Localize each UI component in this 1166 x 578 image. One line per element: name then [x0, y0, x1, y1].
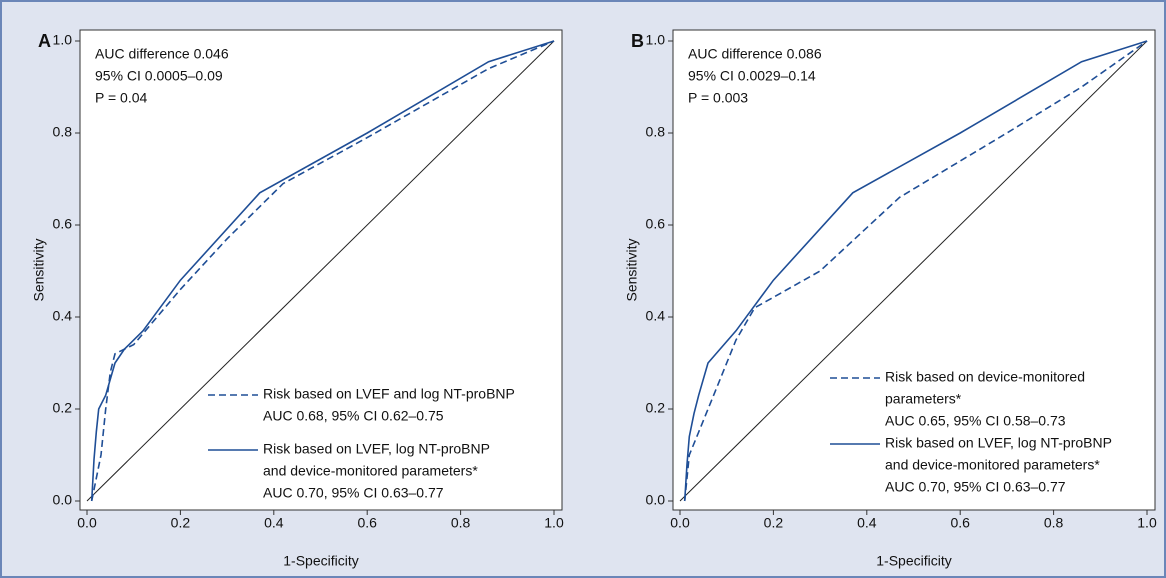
roc-curve — [90, 40, 555, 502]
x-tick-label: 0.0 — [77, 515, 97, 531]
panel-label: B — [631, 31, 644, 51]
y-tick-label: 0.2 — [53, 400, 73, 416]
legend-label: Risk based on LVEF and log NT-proBNP — [263, 386, 515, 402]
reference-line — [679, 40, 1148, 502]
y-tick-label: 1.0 — [646, 32, 666, 48]
legend-auc: AUC 0.68, 95% CI 0.62–0.75 — [263, 408, 444, 424]
x-tick-label: 0.2 — [764, 515, 784, 531]
legend-label: and device-monitored parameters* — [263, 463, 478, 479]
y-tick-label: 0.8 — [646, 124, 666, 140]
y-tick-label: 0.8 — [53, 124, 73, 140]
legend-label: parameters* — [885, 391, 962, 407]
x-tick-label: 0.8 — [451, 515, 471, 531]
reference-line — [86, 40, 555, 502]
annotation: AUC difference 0.046 — [95, 46, 229, 62]
y-tick-label: 0.6 — [646, 216, 666, 232]
panel-label: A — [38, 31, 51, 51]
legend-auc: AUC 0.70, 95% CI 0.63–0.77 — [885, 479, 1066, 495]
roc-curve — [683, 40, 1148, 502]
y-tick-label: 0.4 — [646, 308, 666, 324]
annotation: P = 0.003 — [688, 90, 748, 106]
x-tick-label: 1.0 — [544, 515, 564, 531]
x-tick-label: 0.4 — [264, 515, 284, 531]
legend-auc: AUC 0.70, 95% CI 0.63–0.77 — [263, 485, 444, 501]
x-tick-label: 0.0 — [670, 515, 690, 531]
y-axis-label: Sensitivity — [31, 238, 47, 301]
legend-label: Risk based on device-monitored — [885, 369, 1085, 385]
x-axis-label: 1-Specificity — [876, 553, 951, 569]
y-tick-label: 0.4 — [53, 308, 73, 324]
y-axis-label: Sensitivity — [624, 238, 640, 301]
legend-label: Risk based on LVEF, log NT-proBNP — [263, 441, 490, 457]
x-tick-label: 0.8 — [1044, 515, 1064, 531]
x-axis-label: 1-Specificity — [283, 553, 358, 569]
annotation: AUC difference 0.086 — [688, 46, 822, 62]
y-tick-label: 0.0 — [53, 492, 73, 508]
x-tick-label: 0.6 — [357, 515, 377, 531]
legend-label: Risk based on LVEF, log NT-proBNP — [885, 435, 1112, 451]
legend-auc: AUC 0.65, 95% CI 0.58–0.73 — [885, 413, 1066, 429]
y-tick-label: 0.6 — [53, 216, 73, 232]
annotation: P = 0.04 — [95, 90, 148, 106]
annotation: 95% CI 0.0029–0.14 — [688, 68, 816, 84]
x-tick-label: 1.0 — [1137, 515, 1157, 531]
annotation: 95% CI 0.0005–0.09 — [95, 68, 223, 84]
x-tick-label: 0.4 — [857, 515, 877, 531]
y-tick-label: 1.0 — [53, 32, 73, 48]
roc-curve — [683, 40, 1148, 502]
x-tick-label: 0.6 — [950, 515, 970, 531]
roc-curve — [90, 40, 555, 502]
x-tick-label: 0.2 — [171, 515, 191, 531]
y-tick-label: 0.0 — [646, 492, 666, 508]
y-tick-label: 0.2 — [646, 400, 666, 416]
legend-label: and device-monitored parameters* — [885, 457, 1100, 473]
